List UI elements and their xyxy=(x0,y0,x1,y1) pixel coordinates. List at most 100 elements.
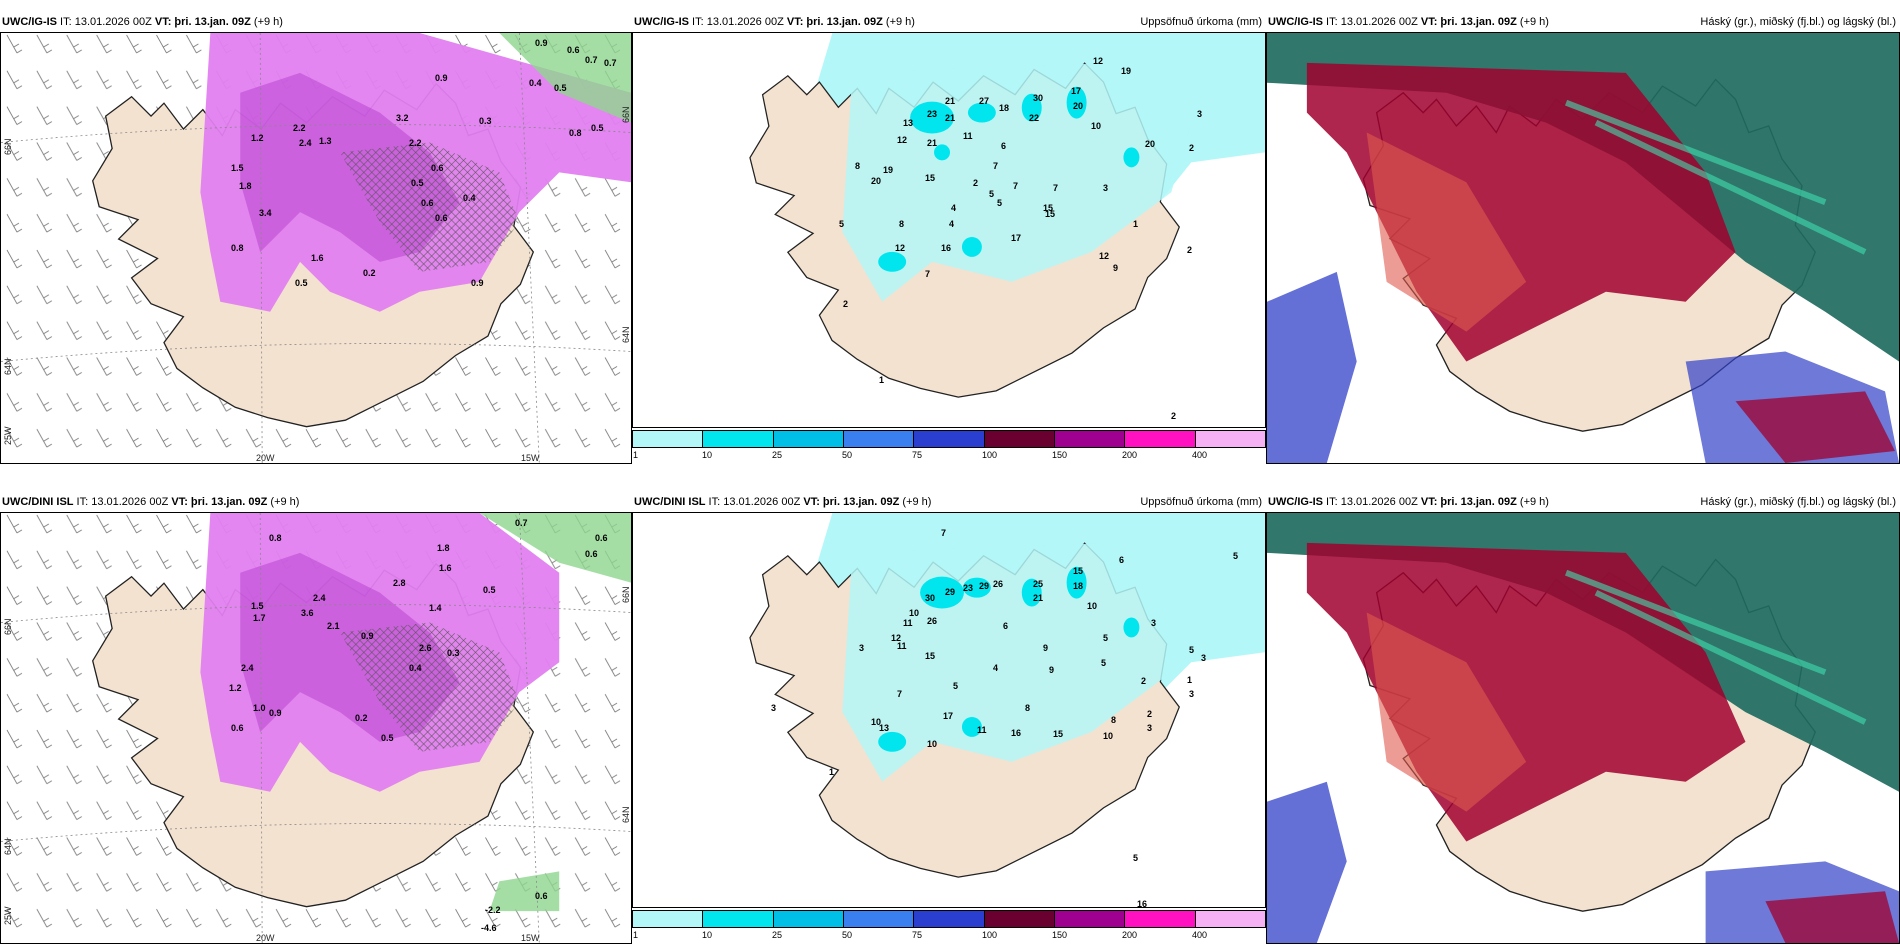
lat-label: 64N xyxy=(3,838,13,855)
value-label: 11 xyxy=(963,131,973,141)
value-label: 0.4 xyxy=(529,78,542,88)
value-label: 29 xyxy=(945,587,956,597)
value-label: 0.5 xyxy=(295,278,308,288)
value-label: 5 xyxy=(1133,853,1139,863)
colorbar-tick: 400 xyxy=(1192,930,1208,940)
value-label: 12 xyxy=(897,135,908,145)
colorbar-tick: 75 xyxy=(912,450,923,460)
value-label: 19 xyxy=(1121,66,1132,76)
value-label: 1.2 xyxy=(251,133,264,143)
value-label: 1.6 xyxy=(311,253,324,263)
lon-label: 15W xyxy=(521,453,540,463)
colorbar-ticks: 1 10 25 50 75 100 150 200 400 xyxy=(632,450,1266,462)
value-label: 1.3 xyxy=(319,136,332,146)
value-label: 0.2 xyxy=(363,268,376,278)
value-label: 9 xyxy=(1113,263,1119,273)
panel-bottom-middle: UWC/DINI ISL IT: 13.01.2026 00Z VT: þri.… xyxy=(632,492,1266,944)
value-label: 0.2 xyxy=(355,713,368,723)
value-label: 0.5 xyxy=(554,83,567,93)
colorbar-segment xyxy=(843,431,915,447)
value-label: 26 xyxy=(993,579,1004,589)
colorbar-tick: 100 xyxy=(982,930,998,940)
panel-bottom-right: UWC/IG-IS IT: 13.01.2026 00Z VT: þri. 13… xyxy=(1266,492,1900,944)
value-label: 5 xyxy=(1101,658,1107,668)
value-label: 0.6 xyxy=(535,891,548,901)
value-label: 7 xyxy=(993,161,999,171)
value-label: 0.4 xyxy=(409,663,422,673)
map-clouds[interactable] xyxy=(1266,32,1900,464)
value-label: 0.7 xyxy=(515,518,528,528)
value-label: 22 xyxy=(1029,113,1040,123)
panel-header: UWC/DINI ISL IT: 13.01.2026 00Z VT: þri.… xyxy=(632,492,1266,512)
value-label: 12 xyxy=(891,633,902,643)
value-label: 29 xyxy=(979,581,990,591)
colorbar-tick: 200 xyxy=(1122,930,1138,940)
value-label: 1 xyxy=(879,375,885,385)
colorbar-segment xyxy=(633,431,704,447)
value-label: 3 xyxy=(1151,618,1157,628)
panel-top-left: UWC/IG-IS IT: 13.01.2026 00Z VT: þri. 13… xyxy=(0,12,632,464)
value-label: 5 xyxy=(839,219,845,229)
value-label: 0.8 xyxy=(569,128,582,138)
lat-label: 66N xyxy=(3,138,13,155)
value-label: 25 xyxy=(1033,579,1044,589)
value-label: 26 xyxy=(927,616,938,626)
value-label: 13 xyxy=(879,723,890,733)
value-label: 3 xyxy=(1189,689,1195,699)
value-label: 1.5 xyxy=(231,163,244,173)
value-label: 2.4 xyxy=(299,138,312,148)
value-label: 21 xyxy=(927,138,938,148)
colorbar-segment xyxy=(773,431,844,447)
map-snow-wind[interactable]: 0.7 0.6 0.6 0.8 1.8 2.8 1.6 1.5 2.4 3.6 … xyxy=(0,512,632,944)
map-snow-wind[interactable]: 0.9 0.6 0.7 0.7 0.4 0.5 0.8 0.5 0.9 1.2 … xyxy=(0,32,632,464)
value-label: 1.7 xyxy=(253,613,266,623)
value-label: 1.6 xyxy=(439,563,452,573)
panel-header: UWC/DINI ISL IT: 13.01.2026 00Z VT: þri.… xyxy=(2,496,300,508)
panel-header: UWC/IG-IS IT: 13.01.2026 00Z VT: þri. 13… xyxy=(2,16,283,28)
map-precip-accum[interactable]: 12 19 17 20 30 22 21 27 18 23 21 13 21 1… xyxy=(632,32,1266,428)
value-label: 3.4 xyxy=(259,208,272,218)
value-label: 5 xyxy=(1103,633,1109,643)
value-label: 0.8 xyxy=(269,533,282,543)
value-label: 21 xyxy=(1033,593,1044,603)
colorbar-tick: 10 xyxy=(702,930,713,940)
value-label: 0.9 xyxy=(361,631,374,641)
value-label: 2 xyxy=(1187,245,1193,255)
panel-title-right: Uppsöfnuð úrkoma (mm) xyxy=(1140,16,1262,28)
lat-label: 66N xyxy=(621,106,631,123)
lon-label: 20W xyxy=(256,933,275,943)
value-label: 18 xyxy=(999,103,1010,113)
panel-title-right: Háský (gr.), miðský (fj.bl.) og lágský (… xyxy=(1700,16,1896,28)
value-label: 5 xyxy=(953,681,959,691)
value-label: -4.6 xyxy=(481,923,497,933)
map-clouds[interactable] xyxy=(1266,512,1900,944)
colorbar xyxy=(632,910,1266,928)
value-label: 9 xyxy=(1049,665,1055,675)
lon-label: 25W xyxy=(3,426,13,445)
value-label: 10 xyxy=(1091,121,1102,131)
value-label: 0.6 xyxy=(431,163,444,173)
colorbar-segment xyxy=(1125,431,1196,447)
value-label: 1.8 xyxy=(239,181,252,191)
value-label: 0.6 xyxy=(421,198,434,208)
value-label: 0.5 xyxy=(483,585,496,595)
colorbar-tick: 100 xyxy=(982,450,998,460)
value-label: -2.2 xyxy=(485,905,501,915)
value-label: 1.5 xyxy=(251,601,264,611)
value-label: 15 xyxy=(1043,203,1054,213)
panel-header: UWC/IG-IS IT: 13.01.2026 00Z VT: þri. 13… xyxy=(1266,492,1900,512)
value-label: 11 xyxy=(977,725,987,735)
value-label: 3 xyxy=(1147,723,1153,733)
value-label: 19 xyxy=(883,165,894,175)
colorbar-segment xyxy=(633,911,704,927)
colorbar-ticks: 1 10 25 50 75 100 150 200 400 xyxy=(632,930,1266,942)
value-label: 3 xyxy=(1201,653,1207,663)
value-label: 5 xyxy=(989,189,995,199)
value-label: 0.7 xyxy=(585,55,598,65)
value-label: 2.1 xyxy=(327,621,340,631)
value-label: 1.0 xyxy=(253,703,266,713)
value-label: 16 xyxy=(1137,899,1148,908)
value-label: 4 xyxy=(951,203,957,213)
map-precip-accum[interactable]: 7 5 15 18 6 25 21 30 29 23 29 26 11 10 1… xyxy=(632,512,1266,908)
value-label: 5 xyxy=(997,198,1003,208)
